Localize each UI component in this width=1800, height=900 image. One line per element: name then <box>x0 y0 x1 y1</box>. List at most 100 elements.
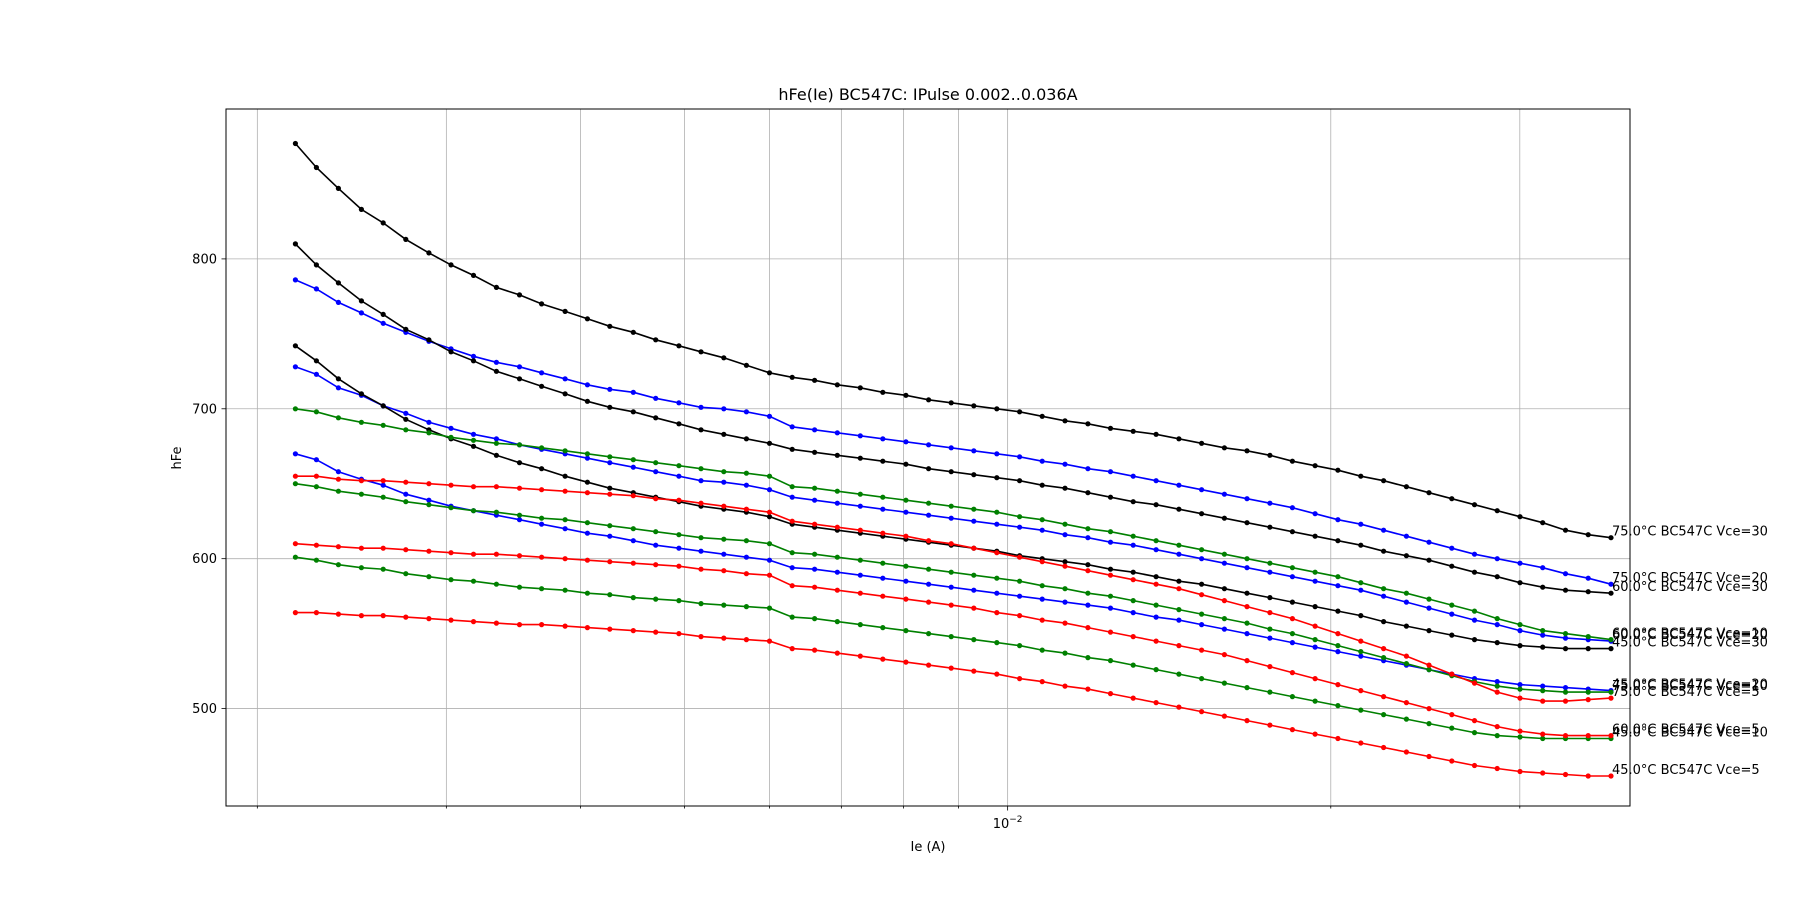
data-point <box>948 445 954 451</box>
data-point <box>1153 478 1159 484</box>
data-point <box>880 506 886 512</box>
data-point <box>1062 532 1068 538</box>
data-point <box>1494 689 1500 695</box>
data-point <box>834 619 840 625</box>
data-point <box>470 578 477 584</box>
data-point <box>1426 539 1432 545</box>
data-point <box>1039 413 1045 419</box>
data-point <box>743 482 750 488</box>
data-point <box>607 454 613 460</box>
data-point <box>926 512 932 518</box>
series-label: 75.0°C BC547C Vce=20 <box>1612 571 1768 586</box>
data-point <box>653 496 659 502</box>
data-point <box>1017 593 1023 599</box>
data-point <box>1562 527 1569 533</box>
data-point <box>1585 689 1591 695</box>
data-point <box>903 533 909 539</box>
data-point <box>1130 610 1136 616</box>
data-point <box>653 395 659 401</box>
data-point <box>812 616 818 622</box>
data-point <box>812 584 818 590</box>
data-point <box>676 343 682 349</box>
data-point <box>1153 502 1159 508</box>
data-point <box>1244 448 1250 454</box>
data-point <box>926 566 932 572</box>
data-point <box>470 431 477 437</box>
data-point <box>1426 667 1432 673</box>
data-point <box>1585 773 1591 779</box>
data-point <box>607 386 613 392</box>
data-point <box>1267 689 1273 695</box>
data-point <box>584 530 591 536</box>
data-point <box>1107 425 1114 431</box>
data-point <box>1381 548 1387 554</box>
data-point <box>539 622 545 628</box>
data-point <box>1267 569 1273 575</box>
data-point <box>313 262 319 268</box>
data-point <box>1017 676 1023 682</box>
data-point <box>1585 646 1591 652</box>
data-point <box>948 634 954 640</box>
data-point <box>1312 637 1318 643</box>
data-point <box>448 434 454 440</box>
data-point <box>607 523 613 529</box>
series-11 <box>292 610 1614 779</box>
data-point <box>1221 515 1227 521</box>
data-point <box>857 557 863 563</box>
data-point <box>1517 643 1523 649</box>
data-point <box>653 596 659 602</box>
data-point <box>857 433 863 439</box>
data-point <box>1153 581 1159 587</box>
data-point <box>834 554 840 560</box>
data-point <box>292 541 298 547</box>
data-point <box>1267 635 1273 641</box>
data-point <box>1312 578 1318 584</box>
data-point <box>743 436 750 442</box>
y-tick-label: 600 <box>192 552 217 567</box>
data-point <box>1449 611 1455 617</box>
data-point <box>380 566 386 572</box>
data-point <box>1017 578 1023 584</box>
data-point <box>403 547 409 553</box>
data-point <box>1312 698 1318 704</box>
data-point <box>1244 496 1250 502</box>
data-point <box>743 362 750 368</box>
data-point <box>380 320 386 326</box>
data-point <box>1585 697 1591 703</box>
data-point <box>971 472 977 478</box>
data-point <box>1130 428 1136 434</box>
data-point <box>1381 694 1387 700</box>
data-point <box>1358 542 1364 548</box>
data-point <box>834 524 840 530</box>
data-point <box>493 581 499 587</box>
data-point <box>1335 649 1341 655</box>
data-point <box>1107 593 1114 599</box>
data-point <box>607 491 613 497</box>
data-point <box>1562 631 1569 637</box>
data-point <box>789 565 795 571</box>
data-point <box>1244 604 1250 610</box>
data-point <box>1585 532 1591 538</box>
data-point <box>470 353 477 359</box>
data-point <box>1289 640 1295 646</box>
data-point <box>834 650 840 656</box>
data-point <box>1381 646 1387 652</box>
data-point <box>766 487 773 493</box>
data-point <box>653 562 659 568</box>
data-point <box>971 403 977 409</box>
series-label: 60.0°C BC547C Vce=20 <box>1612 628 1768 643</box>
data-point <box>789 646 795 652</box>
data-point <box>1153 700 1159 706</box>
data-point <box>539 445 545 451</box>
data-point <box>1471 551 1478 557</box>
data-point <box>1540 520 1546 526</box>
data-point <box>1267 500 1273 506</box>
data-point <box>1289 694 1295 700</box>
data-point <box>721 503 727 509</box>
grid <box>226 109 1630 806</box>
data-point <box>539 515 545 521</box>
data-point <box>1017 514 1023 520</box>
data-point <box>1403 716 1409 722</box>
data-point <box>335 376 341 382</box>
series-7 <box>292 481 1614 695</box>
